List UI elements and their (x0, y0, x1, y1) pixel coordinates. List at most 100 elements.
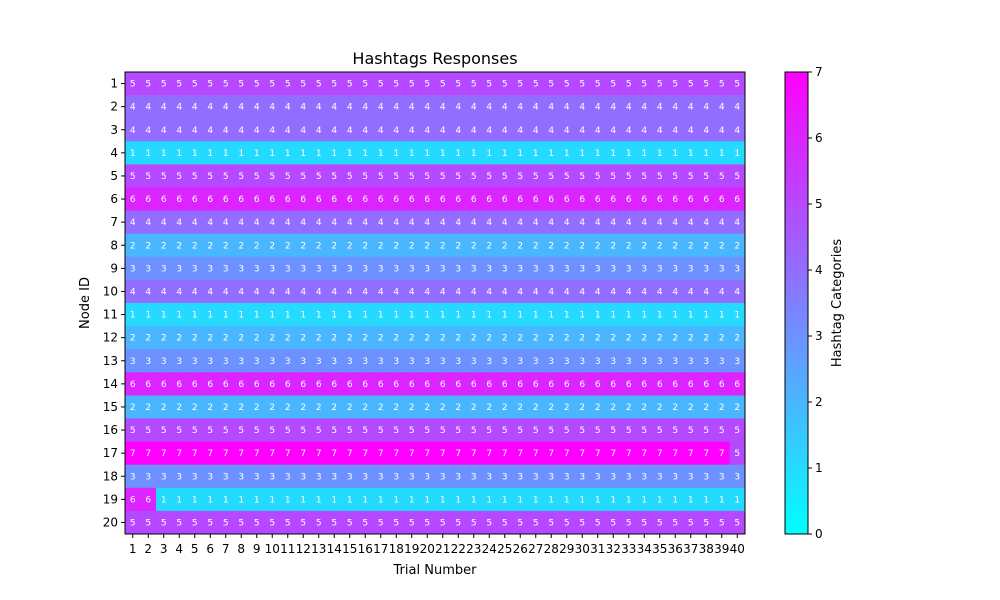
heatmap-cell (481, 210, 498, 235)
heatmap-cell (249, 141, 265, 165)
heatmap-cell (187, 510, 203, 535)
cell-value-label: 1 (207, 495, 213, 505)
heatmap-cell (187, 326, 203, 350)
cell-value-label: 4 (688, 126, 694, 136)
cell-value-label: 4 (347, 287, 353, 297)
heatmap-cell (171, 418, 188, 443)
heatmap-cell (497, 187, 513, 212)
heatmap-cell (187, 418, 203, 443)
cell-value-label: 5 (409, 172, 415, 182)
cell-value-label: 5 (424, 80, 430, 90)
heatmap-cell (342, 418, 358, 443)
cell-value-label: 3 (533, 472, 539, 482)
heatmap-cell (497, 510, 513, 535)
cell-value-label: 5 (331, 426, 337, 436)
cell-value-label: 4 (502, 287, 508, 297)
heatmap-cell (311, 233, 327, 258)
cell-value-label: 1 (440, 495, 446, 505)
heatmap-cell (156, 303, 172, 327)
cell-value-label: 6 (145, 195, 151, 205)
heatmap-cell (636, 256, 653, 281)
cell-value-label: 5 (393, 518, 399, 528)
heatmap-cell (636, 95, 653, 119)
heatmap-cell (636, 210, 653, 235)
heatmap-cell (280, 303, 296, 327)
cell-value-label: 1 (703, 495, 709, 505)
heatmap-cell (450, 118, 467, 142)
heatmap-cell (481, 279, 498, 304)
heatmap-cell (187, 95, 203, 119)
y-tick-label: 15 (103, 400, 118, 414)
cell-value-label: 5 (300, 518, 306, 528)
heatmap-cell (125, 395, 141, 419)
cell-value-label: 5 (564, 172, 570, 182)
cell-value-label: 2 (393, 403, 399, 413)
heatmap-cell (683, 326, 699, 350)
heatmap-cell (125, 303, 141, 327)
cell-value-label: 5 (347, 172, 353, 182)
cell-value-label: 2 (517, 403, 523, 413)
heatmap-cell (140, 256, 157, 281)
cell-value-label: 2 (269, 403, 275, 413)
heatmap-cell (450, 187, 467, 212)
cell-value-label: 2 (192, 334, 198, 344)
heatmap-cell (714, 164, 730, 188)
cell-value-label: 4 (254, 218, 260, 228)
cell-value-label: 1 (564, 495, 570, 505)
cell-value-label: 2 (424, 334, 430, 344)
cell-value-label: 4 (393, 126, 399, 136)
cell-value-label: 5 (207, 80, 213, 90)
heatmap-cell (140, 72, 157, 96)
cell-value-label: 1 (486, 495, 492, 505)
heatmap-cell (435, 279, 451, 304)
heatmap-cell (357, 187, 374, 212)
cell-value-label: 3 (285, 357, 291, 367)
cell-value-label: 1 (316, 311, 322, 321)
cell-value-label: 4 (548, 103, 554, 113)
heatmap-cell (326, 141, 343, 165)
y-tick-label: 12 (103, 331, 118, 345)
heatmap-cell (125, 349, 141, 373)
cell-value-label: 3 (548, 357, 554, 367)
heatmap-cell (419, 510, 436, 535)
cell-value-label: 3 (300, 472, 306, 482)
heatmap-cell (295, 164, 312, 188)
heatmap-cell (156, 326, 172, 350)
cell-value-label: 6 (626, 380, 632, 390)
cell-value-label: 6 (331, 195, 337, 205)
cell-value-label: 5 (424, 426, 430, 436)
heatmap-cell (156, 187, 172, 212)
heatmap-cell (559, 72, 575, 96)
cell-value-label: 6 (502, 195, 508, 205)
cell-value-label: 1 (657, 149, 663, 159)
heatmap-cell (388, 441, 405, 466)
x-tick-label: 20 (420, 542, 435, 556)
heatmap-cell (295, 326, 312, 350)
cell-value-label: 1 (533, 495, 539, 505)
heatmap-cell (125, 95, 141, 119)
heatmap-cell (683, 141, 699, 165)
heatmap-cell (590, 349, 606, 373)
cell-value-label: 1 (378, 311, 384, 321)
cell-value-label: 5 (285, 426, 291, 436)
heatmap-cell (729, 210, 746, 235)
heatmap-cell (683, 441, 699, 466)
cell-value-label: 5 (564, 80, 570, 90)
cell-value-label: 6 (130, 495, 136, 505)
heatmap-cell (311, 464, 327, 489)
heatmap-cell (667, 72, 684, 96)
cell-value-label: 3 (548, 264, 554, 274)
cell-value-label: 4 (269, 126, 275, 136)
heatmap-cell (512, 464, 529, 489)
heatmap-cell (373, 441, 389, 466)
cell-value-label: 5 (626, 80, 632, 90)
cell-value-label: 2 (548, 403, 554, 413)
cell-value-label: 3 (207, 357, 213, 367)
cell-value-label: 1 (238, 149, 244, 159)
cell-value-label: 4 (223, 218, 229, 228)
cell-value-label: 6 (393, 195, 399, 205)
heatmap-cell (264, 464, 281, 489)
heatmap-cell (667, 464, 684, 489)
cell-value-label: 2 (362, 334, 368, 344)
heatmap-cell (450, 510, 467, 535)
